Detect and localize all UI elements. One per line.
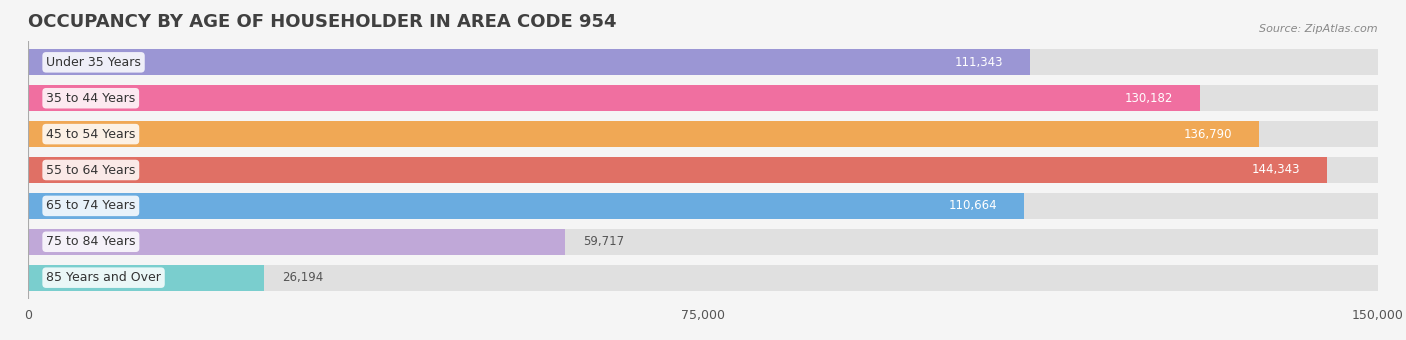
- Text: 59,717: 59,717: [583, 235, 624, 248]
- Text: Source: ZipAtlas.com: Source: ZipAtlas.com: [1260, 24, 1378, 34]
- Bar: [28, 121, 1378, 147]
- Bar: [28, 157, 1327, 183]
- Bar: [28, 85, 1378, 111]
- Text: 45 to 54 Years: 45 to 54 Years: [46, 128, 135, 141]
- Text: 130,182: 130,182: [1125, 92, 1173, 105]
- Text: 110,664: 110,664: [948, 199, 997, 212]
- Text: 111,343: 111,343: [955, 56, 1002, 69]
- Text: 35 to 44 Years: 35 to 44 Years: [46, 92, 135, 105]
- Text: 136,790: 136,790: [1184, 128, 1232, 141]
- Text: 26,194: 26,194: [281, 271, 323, 284]
- Text: Under 35 Years: Under 35 Years: [46, 56, 141, 69]
- Text: 144,343: 144,343: [1251, 164, 1301, 176]
- Bar: [28, 85, 1199, 111]
- Bar: [28, 265, 1378, 291]
- Bar: [28, 229, 1378, 255]
- Bar: [28, 157, 1378, 183]
- Bar: [28, 121, 1258, 147]
- Bar: [28, 49, 1031, 75]
- Bar: [28, 229, 565, 255]
- Text: 55 to 64 Years: 55 to 64 Years: [46, 164, 135, 176]
- Text: OCCUPANCY BY AGE OF HOUSEHOLDER IN AREA CODE 954: OCCUPANCY BY AGE OF HOUSEHOLDER IN AREA …: [28, 13, 617, 31]
- Text: 65 to 74 Years: 65 to 74 Years: [46, 199, 135, 212]
- Bar: [28, 193, 1024, 219]
- Bar: [28, 265, 264, 291]
- Bar: [28, 193, 1378, 219]
- Text: 85 Years and Over: 85 Years and Over: [46, 271, 162, 284]
- Bar: [28, 49, 1378, 75]
- Text: 75 to 84 Years: 75 to 84 Years: [46, 235, 135, 248]
